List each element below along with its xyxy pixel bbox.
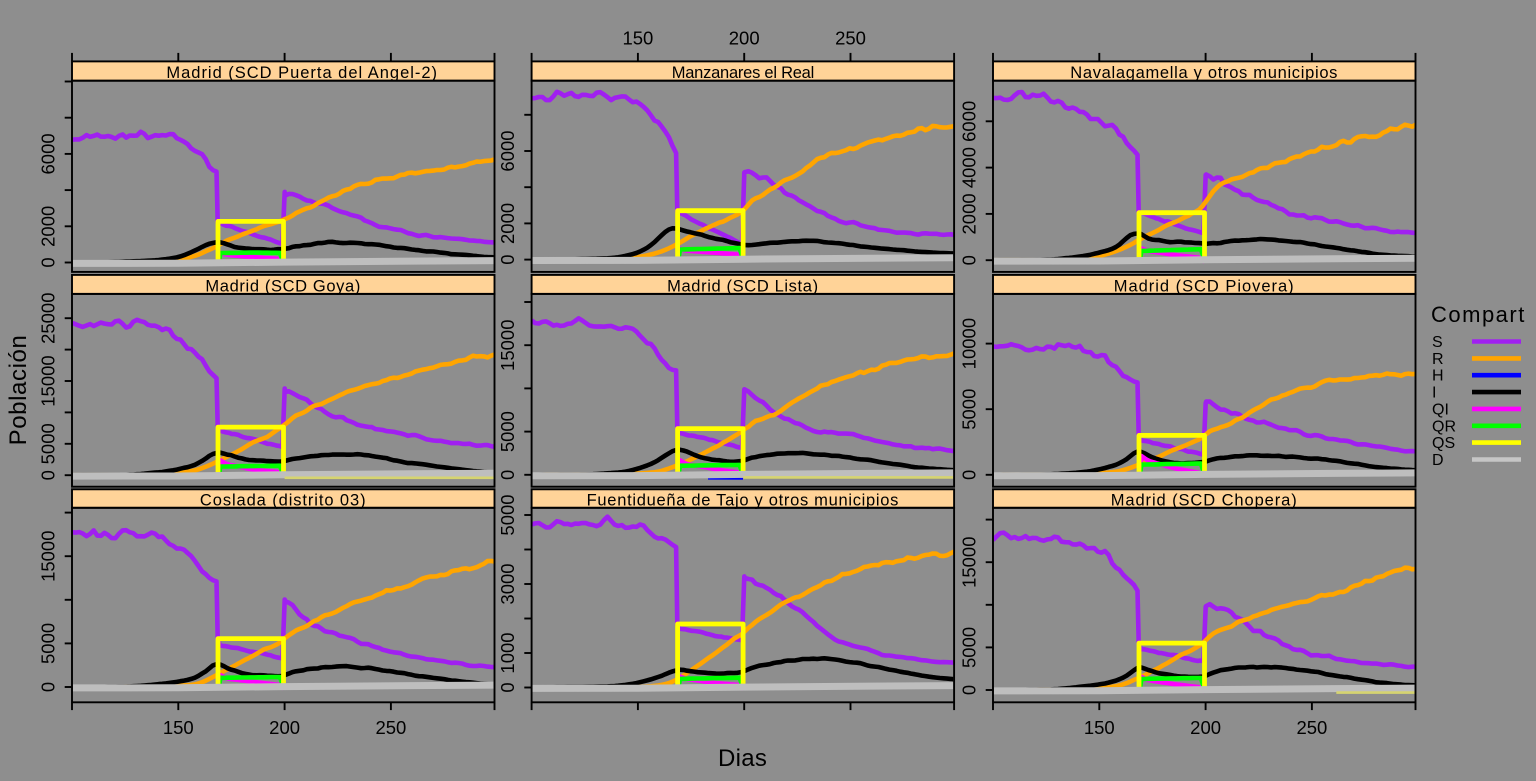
svg-text:0: 0 — [497, 254, 518, 264]
svg-text:150: 150 — [622, 27, 653, 48]
svg-text:15000: 15000 — [959, 536, 980, 587]
svg-text:5000: 5000 — [959, 389, 980, 430]
svg-text:4000: 4000 — [959, 147, 980, 188]
svg-text:5000: 5000 — [497, 411, 518, 452]
svg-text:Compart: Compart — [1431, 302, 1526, 327]
svg-text:0: 0 — [959, 685, 980, 695]
svg-text:0: 0 — [959, 470, 980, 480]
svg-text:10000: 10000 — [959, 318, 980, 369]
svg-text:Madrid (SCD Piovera): Madrid (SCD Piovera) — [1114, 277, 1295, 295]
svg-text:250: 250 — [375, 717, 406, 738]
svg-text:5000: 5000 — [497, 494, 518, 535]
svg-text:5000: 5000 — [959, 627, 980, 668]
svg-text:3000: 3000 — [497, 563, 518, 604]
svg-text:1000: 1000 — [497, 632, 518, 673]
svg-text:200: 200 — [269, 717, 300, 738]
svg-text:0: 0 — [959, 255, 980, 265]
svg-text:Coslada (distrito 03): Coslada (distrito 03) — [200, 492, 367, 510]
svg-text:6000: 6000 — [959, 101, 980, 142]
svg-text:2000: 2000 — [959, 193, 980, 234]
svg-text:200: 200 — [729, 27, 760, 48]
svg-text:5000: 5000 — [38, 623, 59, 664]
svg-text:QR: QR — [1432, 418, 1456, 435]
svg-text:Madrid (SCD Chopera): Madrid (SCD Chopera) — [1111, 492, 1298, 510]
svg-text:QS: QS — [1432, 435, 1455, 452]
svg-text:15000: 15000 — [38, 355, 59, 406]
svg-text:0: 0 — [38, 257, 59, 267]
svg-text:QI: QI — [1432, 401, 1449, 418]
svg-text:2000: 2000 — [497, 203, 518, 244]
svg-text:15000: 15000 — [497, 319, 518, 370]
svg-text:D: D — [1432, 452, 1444, 469]
svg-text:0: 0 — [38, 682, 59, 692]
svg-text:Dias: Dias — [718, 745, 767, 772]
svg-text:250: 250 — [1296, 717, 1327, 738]
svg-text:2000: 2000 — [38, 206, 59, 247]
svg-text:200: 200 — [1190, 717, 1221, 738]
svg-text:Navalagamella y otros municipi: Navalagamella y otros municipios — [1070, 64, 1338, 82]
svg-text:15000: 15000 — [38, 530, 59, 581]
svg-text:0: 0 — [497, 470, 518, 480]
svg-text:150: 150 — [1084, 717, 1115, 738]
svg-text:R: R — [1432, 351, 1444, 368]
svg-text:Madrid (SCD Puerta del Angel-2: Madrid (SCD Puerta del Angel-2) — [166, 64, 438, 82]
svg-text:Madrid (SCD Lista): Madrid (SCD Lista) — [667, 277, 819, 295]
svg-text:H: H — [1432, 368, 1444, 385]
svg-text:25000: 25000 — [38, 292, 59, 343]
svg-text:Manzanares el Real: Manzanares el Real — [672, 64, 814, 82]
svg-text:5000: 5000 — [38, 423, 59, 464]
svg-text:0: 0 — [497, 682, 518, 692]
svg-text:Madrid (SCD Goya): Madrid (SCD Goya) — [205, 277, 361, 295]
svg-text:0: 0 — [38, 470, 59, 480]
svg-text:I: I — [1432, 385, 1436, 402]
svg-text:S: S — [1432, 334, 1443, 351]
svg-text:6000: 6000 — [38, 133, 59, 174]
svg-text:Fuentidueña de Tajo y otros mu: Fuentidueña de Tajo y otros municipios — [587, 492, 899, 510]
svg-text:6000: 6000 — [497, 130, 518, 171]
svg-text:150: 150 — [163, 717, 194, 738]
svg-text:Población: Población — [5, 335, 32, 446]
svg-text:250: 250 — [835, 27, 866, 48]
